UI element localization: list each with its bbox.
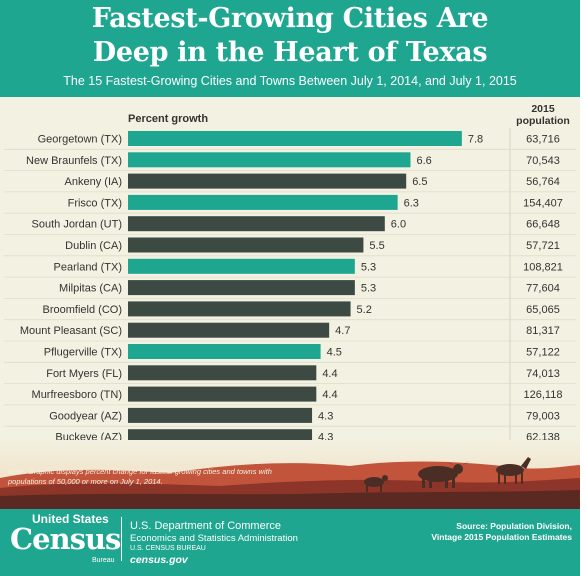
population-value: 79,003 — [526, 410, 560, 422]
near-ground — [0, 490, 580, 510]
category-label: Milpitas (CA) — [59, 283, 122, 295]
footer-divider — [121, 517, 122, 561]
bar — [128, 365, 317, 381]
bar — [128, 237, 364, 253]
bar — [128, 322, 330, 338]
header-banner — [0, 0, 580, 97]
category-label: Frisco (TX) — [68, 197, 122, 209]
category-label: Fort Myers (FL) — [46, 368, 122, 380]
population-value: 77,604 — [526, 283, 560, 295]
value-label: 4.4 — [322, 368, 337, 380]
value-label: 5.3 — [361, 261, 376, 273]
category-label: Murfreesboro (TN) — [32, 389, 122, 401]
title-line-1: Fastest-Growing Cities Are — [91, 3, 489, 34]
dept-esa: Economics and Statistics Administration — [130, 533, 298, 544]
bar — [128, 344, 321, 359]
category-label: Pflugerville (TX) — [44, 347, 122, 359]
value-label: 5.5 — [369, 240, 384, 252]
bar-chart: Georgetown (TX) 7.8 63,716 New Braunfels (T… — [4, 128, 576, 448]
bar — [128, 194, 398, 210]
title-line-2: Deep in the Heart of Texas — [92, 37, 488, 68]
dept-commerce: U.S. Department of Commerce — [130, 520, 281, 532]
population-value: 57,721 — [526, 240, 560, 252]
census-logo: Census — [10, 522, 121, 556]
bar — [128, 407, 313, 423]
value-label: 5.3 — [361, 283, 376, 295]
category-label: Ankeny (IA) — [65, 176, 122, 188]
population-value: 56,764 — [526, 176, 560, 188]
category-label: Georgetown (TX) — [38, 134, 122, 146]
value-label: 4.5 — [327, 347, 342, 359]
bar — [128, 216, 385, 232]
population-value: 70,543 — [526, 155, 560, 167]
footnote: Note: Graphic displays percent change fo… — [8, 467, 272, 486]
value-label: 6.0 — [391, 219, 406, 231]
value-label: 4.7 — [335, 325, 350, 337]
subtitle: The 15 Fastest-Growing Cities and Towns … — [63, 74, 517, 88]
value-label: 7.8 — [468, 134, 483, 146]
horse-icon — [496, 457, 531, 484]
category-label: South Jordan (UT) — [32, 219, 122, 231]
bar — [128, 131, 462, 146]
bar — [128, 173, 407, 189]
category-label: Goodyear (AZ) — [49, 410, 122, 422]
footer-banner — [0, 509, 580, 576]
bar — [128, 152, 411, 168]
value-label: 4.4 — [322, 389, 337, 401]
dept-census-bureau: U.S. CENSUS BUREAU — [130, 545, 206, 552]
x-axis-label: Percent growth — [128, 113, 209, 125]
source-line-1: Source: Population Division, — [456, 521, 572, 531]
source-line-2: Vintage 2015 Population Estimates — [431, 532, 572, 542]
bar — [128, 258, 355, 274]
population-value: 65,065 — [526, 304, 560, 316]
population-value: 108,821 — [523, 261, 563, 273]
value-label: 6.5 — [412, 176, 427, 188]
category-label: Broomfield (CO) — [43, 304, 122, 316]
category-label: Mount Pleasant (SC) — [20, 325, 122, 337]
value-label: 4.3 — [318, 410, 333, 422]
category-label: Dublin (CA) — [65, 240, 122, 252]
population-value: 81,317 — [526, 325, 560, 337]
category-label: Pearland (TX) — [54, 261, 122, 273]
population-value: 74,013 — [526, 368, 560, 380]
bar — [128, 280, 355, 296]
landscape-illustration — [0, 440, 580, 510]
bar — [128, 301, 351, 317]
logo-united-states-text: United States — [32, 512, 109, 526]
bar — [128, 386, 317, 402]
calf-icon — [364, 475, 388, 492]
population-value: 57,122 — [526, 347, 560, 359]
category-label: New Braunfels (TX) — [26, 155, 122, 167]
value-label: 5.2 — [357, 304, 372, 316]
population-column-header: 2015 population — [516, 103, 570, 127]
population-value: 66,648 — [526, 219, 560, 231]
value-label: 6.3 — [404, 197, 419, 209]
logo-bureau-text: Bureau — [92, 557, 115, 564]
longhorn-icon — [418, 461, 470, 488]
population-value: 154,407 — [523, 197, 563, 209]
value-label: 6.6 — [416, 155, 431, 167]
population-value: 126,118 — [524, 389, 563, 401]
population-value: 63,716 — [526, 134, 560, 146]
website-link[interactable]: census.gov — [130, 554, 188, 566]
